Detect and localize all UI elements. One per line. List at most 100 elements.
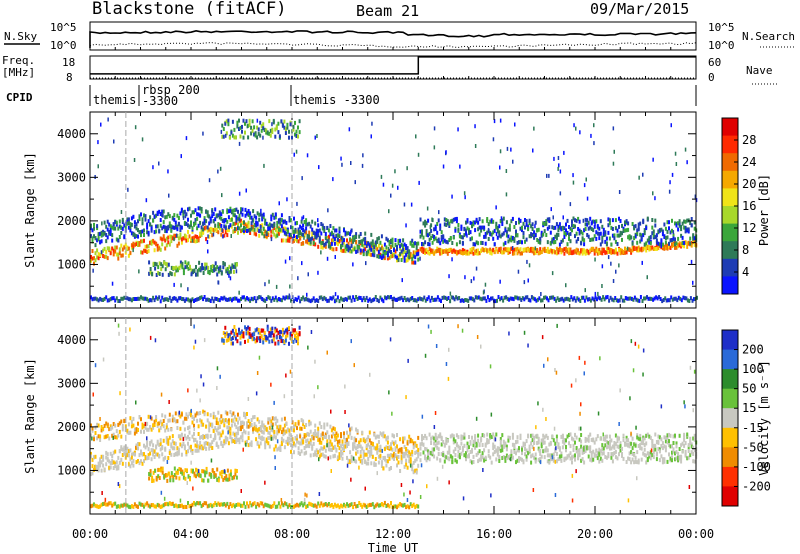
power-scatter-cell bbox=[235, 207, 238, 212]
velocity-scatter-cell bbox=[204, 470, 207, 475]
power-scatter-cell bbox=[525, 222, 528, 227]
power-scatter-cell bbox=[320, 222, 323, 226]
velocity-scatter-cell bbox=[187, 434, 189, 439]
power-scatter-cell bbox=[420, 297, 423, 302]
velocity-scatter-cell bbox=[377, 454, 380, 459]
power-scatter-cell bbox=[559, 169, 562, 174]
velocity-scatter-cell bbox=[170, 473, 173, 478]
velocity-scatter-cell bbox=[120, 434, 123, 439]
power-scatter-cell bbox=[215, 228, 218, 232]
velocity-scatter-cell bbox=[565, 448, 567, 453]
power-scatter-cell bbox=[317, 218, 319, 223]
velocity-scatter-cell bbox=[224, 435, 227, 440]
velocity-scatter-cell bbox=[619, 448, 622, 453]
velocity-scatter-cell bbox=[527, 450, 530, 455]
power-scatter-cell bbox=[194, 234, 197, 239]
velocity-scatter-cell bbox=[230, 418, 233, 423]
power-scatter-cell bbox=[560, 227, 563, 232]
power-scatter-cell bbox=[335, 298, 338, 303]
velocity-scatter-cell bbox=[448, 445, 451, 450]
velocity-scatter-cell bbox=[671, 458, 673, 463]
power-scatter-cell bbox=[321, 241, 324, 245]
velocity-scatter-cell bbox=[300, 418, 303, 423]
velocity-scatter-cell bbox=[530, 460, 533, 465]
velocity-scatter-cell bbox=[350, 454, 353, 459]
velocity-scatter-cell bbox=[397, 448, 400, 453]
power-scatter-cell bbox=[233, 213, 236, 218]
power-scatter-cell bbox=[532, 148, 534, 153]
power-scatter-cell bbox=[263, 127, 266, 132]
power-scatter-cell bbox=[455, 251, 458, 256]
power-scatter-cell bbox=[433, 126, 436, 131]
power-scatter-cell bbox=[220, 232, 223, 237]
power-scatter-cell bbox=[173, 272, 176, 277]
power-scatter-layer bbox=[90, 117, 698, 304]
power-scatter-cell bbox=[210, 268, 213, 273]
power-scatter-cell bbox=[182, 210, 185, 215]
power-scatter-cell bbox=[681, 243, 684, 248]
power-scatter-cell bbox=[467, 298, 470, 303]
power-scatter-cell bbox=[409, 254, 412, 259]
power-scatter-cell bbox=[227, 225, 230, 230]
velocity-scatter-cell bbox=[172, 478, 175, 483]
velocity-scatter-cell bbox=[443, 442, 446, 447]
velocity-scatter-cell bbox=[227, 421, 230, 426]
power-scatter-cell bbox=[321, 245, 324, 250]
power-scatter-cell bbox=[263, 163, 265, 168]
power-scatter-cell bbox=[368, 243, 371, 248]
power-scatter-cell bbox=[330, 296, 333, 301]
power-scatter-cell bbox=[625, 250, 628, 255]
power-scatter-cell bbox=[102, 248, 105, 253]
power-scatter-cell bbox=[692, 236, 695, 241]
power-scatter-cell bbox=[294, 132, 296, 137]
velocity-scatter-cell bbox=[628, 444, 631, 449]
velocity-scatter-cell bbox=[692, 445, 695, 450]
power-scatter-cell bbox=[595, 230, 598, 235]
velocity-scatter-cell bbox=[196, 418, 199, 423]
power-scatter-cell bbox=[693, 242, 696, 247]
velocity-scatter-cell bbox=[452, 434, 455, 439]
power-scatter-cell bbox=[165, 236, 168, 241]
power-scatter-cell bbox=[109, 232, 112, 236]
velocity-scatter-cell bbox=[109, 461, 112, 465]
velocity-scatter-cell bbox=[291, 439, 294, 444]
velocity-scatter-cell bbox=[290, 433, 292, 438]
velocity-scatter-cell bbox=[648, 434, 651, 439]
power-scatter-cell bbox=[226, 271, 229, 276]
velocity-scatter-cell bbox=[442, 440, 445, 444]
velocity-scatter-cell bbox=[487, 449, 490, 454]
power-scatter-cell bbox=[361, 239, 363, 244]
velocity-scatter-cell bbox=[619, 444, 622, 449]
velocity-scatter-cell bbox=[513, 447, 516, 452]
power-scatter-cell bbox=[227, 297, 230, 302]
velocity-scatter-cell bbox=[639, 443, 642, 447]
power-scatter-cell bbox=[373, 297, 376, 302]
velocity-scatter-cell bbox=[655, 457, 658, 462]
power-scatter-cell bbox=[563, 251, 566, 256]
power-scatter-cell bbox=[288, 218, 291, 223]
velocity-scatter-cell bbox=[197, 411, 200, 416]
power-scatter-cell bbox=[238, 141, 241, 146]
velocity-scatter-cell bbox=[218, 436, 221, 441]
velocity-scatter-cell bbox=[90, 451, 92, 456]
velocity-scatter-cell bbox=[370, 452, 373, 456]
power-scatter-cell bbox=[574, 249, 576, 254]
power-scatter-cell bbox=[525, 247, 528, 252]
power-scatter-cell bbox=[605, 246, 608, 251]
power-scatter-cell bbox=[502, 216, 505, 221]
power-scatter-cell bbox=[461, 251, 464, 256]
power-scatter-cell bbox=[501, 222, 504, 226]
power-scatter-cell bbox=[386, 250, 389, 255]
velocity-scatter-cell bbox=[422, 442, 425, 447]
velocity-scatter-cell bbox=[315, 452, 318, 457]
power-scatter-cell bbox=[569, 226, 572, 231]
velocity-scatter-cell bbox=[264, 426, 267, 431]
velocity-scatter-cell bbox=[224, 334, 227, 338]
power-scatter-cell bbox=[386, 295, 389, 300]
power-scatter-cell bbox=[256, 296, 259, 301]
power-scatter-cell bbox=[191, 229, 194, 234]
power-scatter-cell bbox=[197, 238, 200, 243]
power-scatter-cell bbox=[300, 232, 303, 237]
velocity-scatter-cell bbox=[678, 433, 681, 438]
velocity-scatter-cell bbox=[208, 446, 211, 451]
